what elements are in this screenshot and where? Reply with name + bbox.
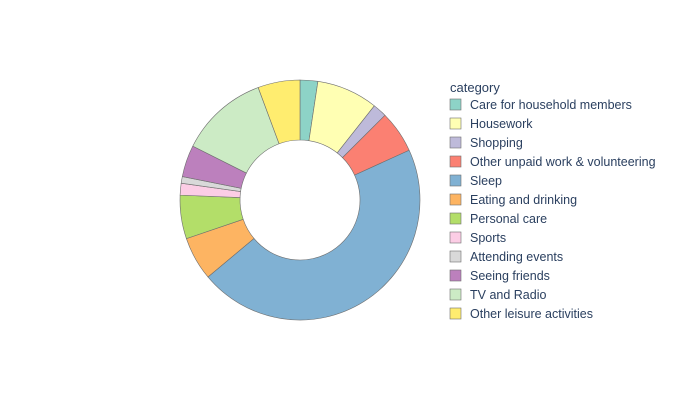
legend-swatch	[449, 174, 462, 187]
legend-label: TV and Radio	[470, 288, 546, 302]
legend-item-sleep[interactable]: Sleep	[449, 174, 502, 188]
legend-swatch	[449, 231, 462, 244]
legend-item-eating-and-drinking[interactable]: Eating and drinking	[449, 193, 577, 207]
legend-item-tv-and-radio[interactable]: TV and Radio	[449, 288, 546, 302]
legend-swatch	[449, 193, 462, 206]
legend-swatch	[449, 117, 462, 130]
legend-item-personal-care[interactable]: Personal care	[449, 212, 547, 226]
legend-label: Shopping	[470, 136, 523, 150]
legend-swatch	[449, 212, 462, 225]
legend-label: Attending events	[470, 250, 563, 264]
legend-item-other-leisure-activities[interactable]: Other leisure activities	[449, 307, 593, 321]
legend-label: Sports	[470, 231, 506, 245]
legend-label: Care for household members	[470, 98, 632, 112]
legend-item-attending-events[interactable]: Attending events	[449, 250, 563, 264]
legend-items: Care for household members Housework Shopp…	[449, 98, 656, 321]
legend-item-seeing-friends[interactable]: Seeing friends	[449, 269, 550, 283]
legend-label: Personal care	[470, 212, 547, 226]
legend-label: Other leisure activities	[470, 307, 593, 321]
legend-label: Housework	[470, 117, 533, 131]
slice-other-leisure-activities[interactable]	[257, 79, 301, 145]
legend-swatch	[449, 307, 462, 320]
legend: category Care for household members House…	[449, 80, 656, 321]
legend-swatch	[449, 155, 462, 168]
legend-title: category	[450, 80, 500, 95]
legend-swatch	[449, 136, 462, 149]
legend-label: Sleep	[470, 174, 502, 188]
legend-swatch	[449, 288, 462, 301]
donut-slices	[179, 79, 421, 321]
legend-label: Seeing friends	[470, 269, 550, 283]
legend-swatch	[449, 98, 462, 111]
legend-label: Eating and drinking	[470, 193, 577, 207]
legend-item-care-for-household-members[interactable]: Care for household members	[449, 98, 632, 112]
slice-sleep[interactable]	[207, 149, 421, 321]
legend-item-other-unpaid-work-volunteering[interactable]: Other unpaid work & volunteering	[449, 155, 656, 169]
legend-label: Other unpaid work & volunteering	[470, 155, 656, 169]
legend-swatch	[449, 269, 462, 282]
legend-swatch	[449, 250, 462, 263]
legend-item-shopping[interactable]: Shopping	[449, 136, 523, 150]
legend-item-housework[interactable]: Housework	[449, 117, 533, 131]
legend-item-sports[interactable]: Sports	[449, 231, 506, 245]
